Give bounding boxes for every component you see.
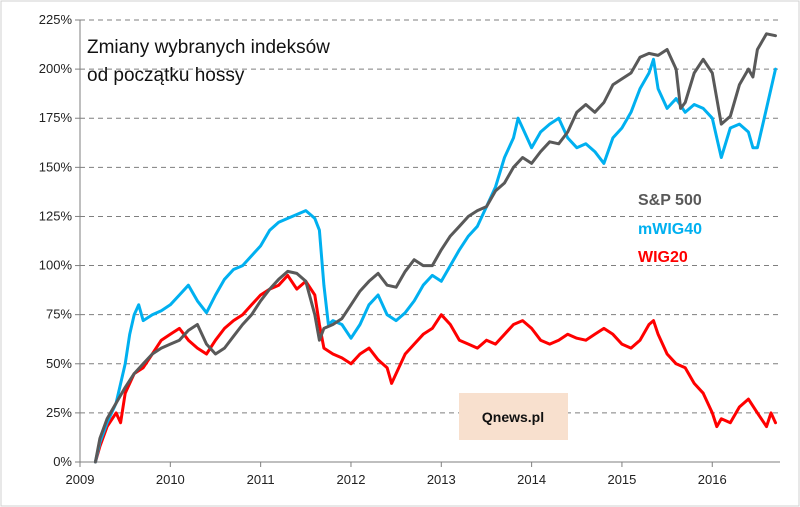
tick-label-x: 2016 bbox=[698, 472, 727, 487]
tick-label-y: 0% bbox=[53, 454, 72, 469]
tick-label-x: 2014 bbox=[517, 472, 546, 487]
tick-label-x: 2015 bbox=[607, 472, 636, 487]
series-line-mwig40 bbox=[93, 57, 777, 464]
legend-entry-sp500: S&P 500 bbox=[638, 192, 702, 209]
legend: S&P 500 mWIG40 WIG20 bbox=[638, 192, 702, 266]
tick-label-y: 100% bbox=[39, 258, 73, 273]
tick-label-y: 200% bbox=[39, 61, 73, 76]
watermark-box bbox=[459, 393, 568, 440]
watermark-text: Qnews.pl bbox=[482, 409, 544, 425]
tick-label-y: 150% bbox=[39, 159, 73, 174]
axis-layer: 0% 25% 50% 75% 100% 125% 150% 175% 200% 225% 2009 2… bbox=[39, 12, 780, 487]
series-layer bbox=[93, 32, 777, 464]
watermark: Qnews.pl bbox=[459, 393, 568, 440]
tick-label-x: 2010 bbox=[156, 472, 185, 487]
series-line-s-p-500 bbox=[93, 32, 777, 464]
tick-label-y: 75% bbox=[46, 307, 72, 322]
legend-entry-mwig40: mWIG40 bbox=[638, 221, 702, 238]
chart-title-line-1: Zmiany wybranych indeksów bbox=[87, 37, 330, 58]
tick-label-x: 2009 bbox=[66, 472, 95, 487]
tick-label-y: 50% bbox=[46, 356, 72, 371]
tick-label-y: 25% bbox=[46, 405, 72, 420]
chart-title-line-2: od początku hossy bbox=[87, 65, 245, 86]
series-line-wig20 bbox=[93, 273, 777, 464]
tick-label-x: 2012 bbox=[337, 472, 366, 487]
tick-label-y: 125% bbox=[39, 208, 73, 223]
tick-label-x: 2011 bbox=[247, 472, 275, 487]
chart-title: Zmiany wybranych indeksów od początku ho… bbox=[87, 37, 330, 86]
tick-label-y: 225% bbox=[39, 12, 73, 27]
tick-label-x: 2013 bbox=[427, 472, 456, 487]
tick-label-y: 175% bbox=[39, 110, 73, 125]
legend-entry-wig20: WIG20 bbox=[638, 249, 688, 266]
